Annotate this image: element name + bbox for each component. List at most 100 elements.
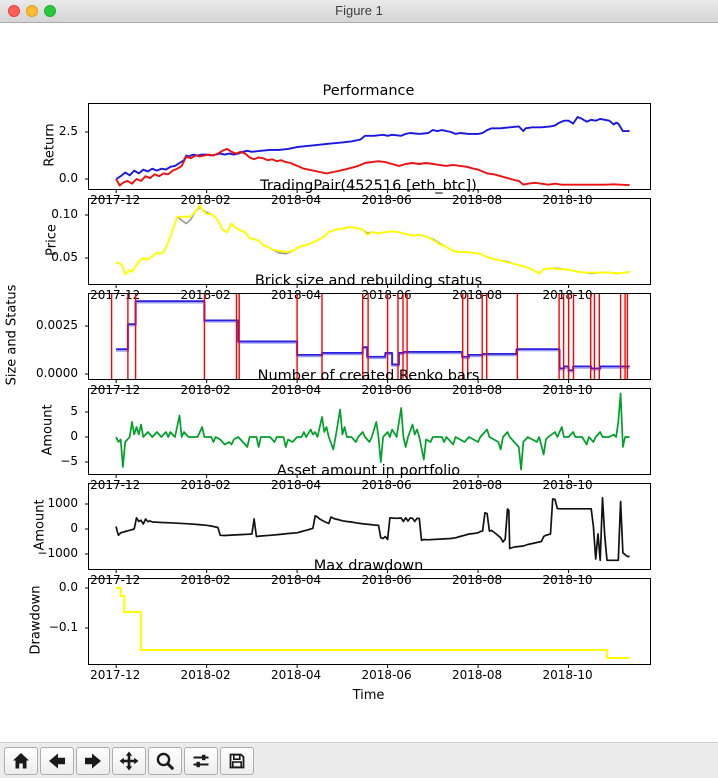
y-tick-label: 1000: [47, 496, 78, 510]
x-tick-label: 2018-04: [271, 193, 322, 207]
series-strategy-return: [115, 116, 630, 180]
x-tick-label: 2018-10: [542, 288, 593, 302]
y-tick-label: 0.05: [51, 250, 78, 265]
y-tick-label: 0: [70, 521, 78, 535]
x-tick-label: 2018-10: [542, 478, 593, 492]
x-tick-label: 2018-10: [542, 383, 593, 397]
x-tick-label: 2018-08: [452, 383, 503, 397]
x-tick-label: 2017-12: [90, 573, 141, 587]
x-axis-ticks: 2017-12 2018-02 2018-04 2018-06 2018-08 2018-…: [88, 198, 649, 302]
y-axis-ticks: −1000 0 1000: [0, 483, 82, 568]
subplot-brick-size: Brick size and rebuilding status Size an…: [0, 273, 718, 397]
x-axis-ticks: 2017-12 2018-02 2018-04 2018-06 2018-08 2018-…: [88, 103, 649, 207]
subplot-title: Max drawdown: [313, 558, 424, 574]
x-tick-label: 2018-10: [542, 193, 593, 207]
x-tick-label: 2017-12: [90, 383, 141, 397]
subplot-title: Performance: [322, 83, 415, 99]
subplot-asset-amount: Asset amount in portfolio Amount −1000 0 1…: [0, 463, 718, 587]
x-tick-label: 2017-12: [90, 193, 141, 207]
y-tick-label: −0.1: [48, 620, 78, 634]
x-tick-label: 2017-12: [90, 668, 141, 682]
x-axis-ticks: 2017-12 2018-02 2018-04 2018-06 2018-08 2018-…: [88, 483, 649, 587]
subplot-max-drawdown: Max drawdown Drawdown −0.1 0.0 2017-12 201…: [0, 558, 718, 682]
y-tick-label: −1000: [37, 546, 78, 560]
x-tick-label: 2018-06: [361, 383, 412, 397]
plot-area: [85, 578, 651, 668]
x-axis-ticks: 2017-12 2018-02 2018-04 2018-06 2018-08 2018-…: [88, 578, 649, 682]
subplot-title: Asset amount in portfolio: [276, 463, 461, 479]
x-tick-label: 2018-08: [452, 288, 503, 302]
back-arrow-icon: [47, 751, 67, 771]
x-tick-label: 2018-04: [271, 573, 322, 587]
zoom-button[interactable]: [148, 746, 182, 775]
series-renko-price: [115, 204, 630, 276]
window-title: Figure 1: [335, 3, 383, 18]
home-icon: [11, 751, 31, 771]
x-tick-label: 2018-04: [271, 383, 322, 397]
zoom-magnifier-icon: [155, 751, 175, 771]
x-axis-ticks: 2017-12 2018-02 2018-04 2018-06 2018-08 2018-…: [88, 388, 649, 492]
minimize-button[interactable]: [26, 5, 38, 17]
maximize-button[interactable]: [44, 5, 56, 17]
plot-area: [85, 388, 651, 478]
y-axis-ticks: 0.0000 0.0025: [0, 293, 82, 380]
series-brick-size: [116, 300, 630, 372]
y-tick-label: −5: [60, 454, 78, 468]
sliders-icon: [191, 751, 211, 771]
plot-area: [85, 483, 651, 573]
x-tick-label: 2018-10: [542, 573, 593, 587]
configure-subplots-button[interactable]: [184, 746, 218, 775]
x-tick-label: 2018-08: [452, 668, 503, 682]
x-axis-ticks: 2017-12 2018-02 2018-04 2018-06 2018-08 2018-…: [88, 293, 649, 397]
x-tick-label: 2017-12: [90, 478, 141, 492]
y-tick-label: 2.5: [58, 124, 78, 139]
x-tick-label: 2018-04: [271, 288, 322, 302]
x-tick-label: 2018-04: [271, 478, 322, 492]
x-tick-label: 2018-06: [361, 288, 412, 302]
window-titlebar: Figure 1: [0, 0, 718, 23]
y-tick-label: 0.0025: [36, 318, 78, 333]
x-tick-label: 2018-02: [180, 193, 231, 207]
back-button[interactable]: [40, 746, 74, 775]
series-raw-price: [115, 206, 630, 276]
subplot-title: Brick size and rebuilding status: [254, 273, 483, 289]
x-tick-label: 2018-02: [180, 668, 231, 682]
x-tick-label: 2018-06: [361, 478, 412, 492]
y-axis-ticks: 0.0 2.5: [0, 103, 82, 188]
series-max-drawdown: [116, 587, 630, 659]
y-tick-label: 0.0000: [36, 366, 78, 380]
navigation-toolbar: [0, 742, 718, 778]
y-axis-ticks: −0.1 0.0: [0, 578, 82, 663]
save-floppy-icon: [227, 751, 247, 771]
x-tick-label: 2018-08: [452, 573, 503, 587]
y-axis-ticks: 0.05 0.10: [0, 198, 82, 283]
x-tick-label: 2018-02: [180, 478, 231, 492]
x-tick-label: 2018-10: [542, 668, 593, 682]
pan-button[interactable]: [112, 746, 146, 775]
y-tick-label: 0.10: [51, 207, 78, 221]
plot-area: [85, 293, 651, 383]
subplot-performance: Performance Return 0.0 2.5 2017-12 2018-02…: [0, 83, 718, 207]
subplot-trading-pair: TradingPair(452516 [eth_btc]) Price 0.05…: [0, 178, 718, 302]
y-axis-ticks: −5 0 5: [0, 388, 82, 473]
x-axis-title: Time: [352, 688, 385, 703]
subplot-title: TradingPair(452516 [eth_btc]): [260, 178, 477, 194]
x-tick-label: 2018-02: [180, 573, 231, 587]
pan-move-icon: [119, 751, 139, 771]
x-tick-label: 2018-04: [271, 668, 322, 682]
forward-button[interactable]: [76, 746, 110, 775]
x-tick-label: 2018-02: [180, 288, 231, 302]
subplot-renko-bars: Number of created Renko bars Amount −5 0 5…: [0, 368, 718, 492]
home-button[interactable]: [4, 746, 38, 775]
x-tick-label: 2018-06: [361, 193, 412, 207]
series-rebuild-status: [116, 301, 630, 373]
x-tick-label: 2018-06: [361, 668, 412, 682]
subplot-title: Number of created Renko bars: [257, 368, 480, 384]
series-asset-amount: [115, 496, 630, 562]
forward-arrow-icon: [83, 751, 103, 771]
series-renko-bar-count: [115, 392, 630, 471]
save-button[interactable]: [220, 746, 254, 775]
y-tick-label: 0: [70, 429, 78, 443]
close-button[interactable]: [8, 5, 20, 17]
